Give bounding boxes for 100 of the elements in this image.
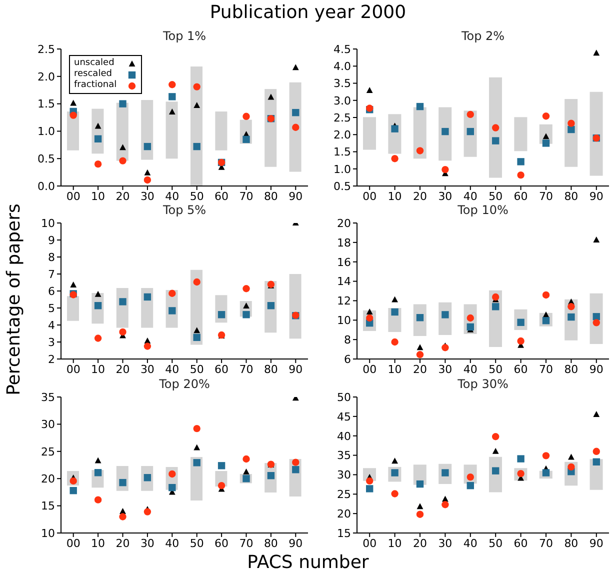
y-tick-label: 35	[41, 390, 55, 404]
bar	[514, 117, 528, 152]
point	[193, 334, 200, 342]
y-tick-label: 1.5	[334, 146, 351, 159]
y-tick-label: 15	[41, 500, 55, 513]
point	[492, 293, 500, 301]
bar	[166, 102, 178, 159]
point	[416, 147, 424, 154]
point	[193, 278, 200, 286]
x-tick-label: 40	[165, 362, 180, 376]
bar	[489, 77, 502, 178]
point	[193, 83, 200, 90]
point	[168, 307, 176, 314]
point	[416, 344, 424, 350]
chart-title: Top 1%	[162, 28, 208, 44]
point	[492, 137, 500, 144]
point	[568, 303, 575, 310]
x-tick-label: 60	[214, 190, 229, 203]
bar	[363, 117, 376, 150]
point	[243, 468, 250, 474]
chart-title: Top 10%	[456, 202, 510, 218]
x-tick-label: 80	[564, 536, 578, 550]
chart-title: Top 2%	[460, 28, 506, 44]
y-tick-label: 12	[337, 294, 351, 308]
y-tick-label: 1.0	[334, 162, 351, 176]
y-tick-label: 1.5	[38, 98, 55, 111]
y-tick-label: 50	[337, 390, 351, 404]
point	[267, 302, 275, 310]
chart-title: Top 30%	[456, 376, 510, 392]
x-tick-label: 70	[239, 190, 254, 203]
x-tick-label: 40	[463, 190, 478, 203]
bar	[264, 89, 277, 167]
point	[292, 466, 300, 474]
x-tick-label: 50	[488, 536, 503, 550]
point	[218, 482, 226, 490]
y-tick-label: 15	[337, 526, 351, 540]
point	[242, 136, 250, 144]
point	[120, 144, 126, 150]
point	[144, 293, 152, 301]
point	[366, 86, 373, 93]
bar	[67, 296, 79, 321]
y-tick-label: 30	[41, 418, 55, 432]
point	[366, 485, 374, 492]
bar	[289, 274, 302, 339]
point	[168, 93, 176, 100]
point	[194, 102, 200, 108]
point	[492, 433, 500, 440]
y-tick-label: 2.5	[38, 42, 55, 56]
x-tick-label: 10	[388, 362, 402, 376]
y-tick-label: 5	[48, 302, 55, 315]
point	[144, 176, 152, 184]
point	[492, 467, 500, 474]
x-tick-label: 40	[165, 536, 180, 550]
y-tick-label: 0.0	[38, 180, 55, 193]
x-tick-label: 80	[264, 362, 278, 376]
point	[416, 102, 424, 110]
x-tick-label: 80	[564, 362, 578, 376]
x-tick-label: 00	[362, 362, 377, 376]
x-tick-label: 20	[116, 536, 130, 550]
x-tick-label: 70	[539, 362, 553, 376]
y-tick-label: 0.5	[38, 152, 55, 166]
y-tick-label: 25	[337, 488, 351, 502]
point	[442, 311, 449, 318]
x-tick-label: 90	[589, 190, 604, 203]
y-tick-label: 2.0	[38, 70, 55, 84]
text: Publication year 2000	[208, 2, 408, 23]
y-tick-label: 2	[48, 352, 55, 366]
y-tick-label: 20	[337, 507, 351, 520]
bar	[215, 111, 228, 150]
point	[542, 112, 550, 120]
point	[392, 458, 398, 464]
point	[119, 328, 126, 336]
y-tick-label: 10	[41, 526, 55, 540]
point	[193, 424, 200, 432]
bar	[413, 107, 426, 159]
y-tick-label: 4.0	[334, 60, 351, 74]
point	[392, 296, 398, 302]
point	[416, 503, 424, 510]
point	[94, 496, 102, 504]
point	[466, 128, 474, 136]
point	[568, 463, 575, 471]
x-tick-label: 70	[539, 190, 553, 203]
x-tick-label: 50	[190, 362, 204, 376]
text: PACS number	[246, 552, 370, 573]
text: Percentage of papers	[4, 202, 24, 398]
x-tick-label: 60	[514, 362, 528, 376]
legend-label: rescaled	[74, 69, 112, 80]
point	[592, 448, 600, 455]
point	[119, 100, 126, 108]
point	[366, 308, 373, 314]
point	[70, 486, 77, 494]
x-tick-label: 30	[438, 190, 452, 203]
point	[94, 469, 102, 476]
point	[194, 444, 200, 450]
x-tick-label: 60	[514, 190, 528, 203]
x-tick-label: 90	[589, 362, 604, 376]
point	[292, 64, 299, 70]
x-tick-label: 40	[463, 536, 478, 550]
point	[168, 470, 176, 478]
point	[268, 94, 274, 100]
